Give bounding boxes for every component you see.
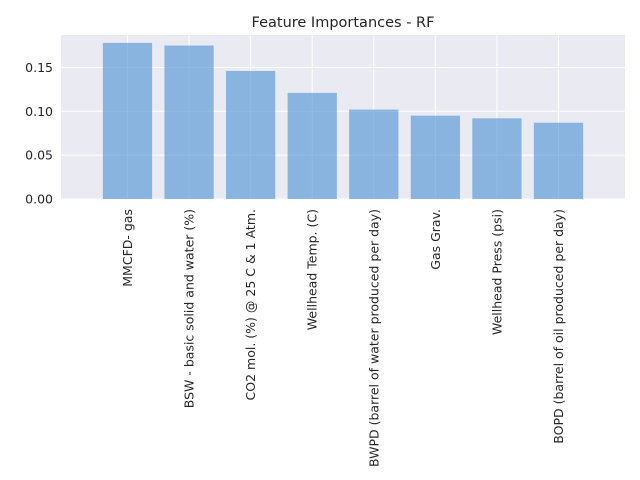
bar: [102, 42, 153, 199]
x-tick-label: Wellhead Temp. (C): [305, 209, 320, 330]
y-tick-label: 0.00: [25, 192, 53, 207]
x-tick-label: BWPD (barrel of water produced per day): [366, 209, 381, 467]
bar: [472, 118, 522, 199]
y-tick-label: 0.15: [25, 60, 53, 75]
bar: [410, 115, 460, 199]
y-tick-label: 0.10: [25, 104, 53, 119]
x-tick-label: BSW - basic solid and water (%): [182, 209, 197, 408]
bars: [102, 42, 584, 200]
x-tick-label: MMCFD- gas: [120, 209, 135, 287]
plot-area: [61, 35, 625, 199]
bar: [226, 70, 276, 200]
bar: [287, 92, 337, 199]
x-axis-ticks: MMCFD- gas BSW - basic solid and water (%…: [120, 209, 566, 467]
x-tick-label: Gas Grav.: [428, 209, 443, 270]
x-tick-label: Wellhead Press (psi): [489, 209, 504, 335]
x-tick-label: CO2 mol. (%) @ 25 C & 1 Atm.: [243, 209, 258, 400]
x-tick-label: BOPD (barrel of oil produced per day): [551, 209, 566, 444]
bar: [164, 45, 214, 199]
y-tick-label: 0.05: [25, 148, 53, 163]
chart-title: Feature Importances - RF: [252, 15, 435, 31]
bar: [349, 109, 399, 199]
y-axis-ticks: 0.00 0.05 0.10 0.15: [25, 60, 53, 207]
bar: [533, 122, 584, 199]
